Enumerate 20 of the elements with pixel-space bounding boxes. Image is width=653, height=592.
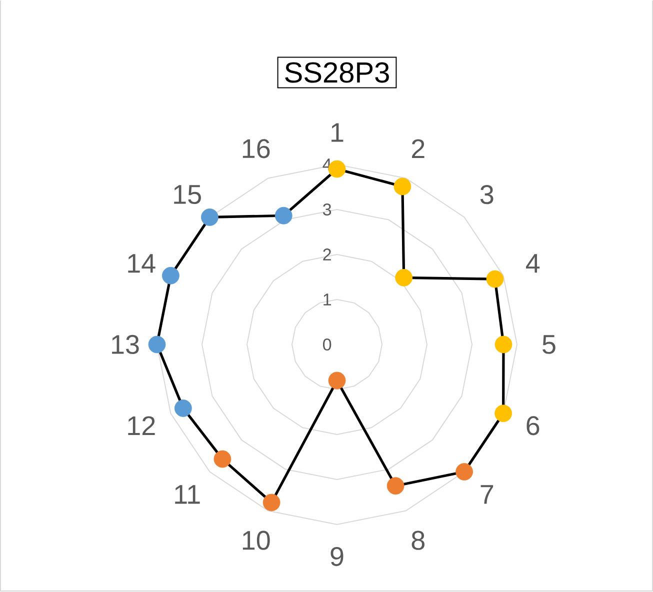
spoke-label: 5 (542, 335, 556, 354)
spoke-label: 12 (128, 416, 155, 436)
spoke-label: 4 (526, 254, 540, 273)
spoke-label: 7 (480, 485, 494, 504)
spoke-label: 14 (128, 254, 156, 273)
spoke-label: 10 (242, 531, 270, 550)
spoke-label: 6 (526, 416, 540, 436)
spoke-label: 13 (112, 335, 139, 354)
y-tick-label: 1 (324, 294, 331, 306)
spoke-label: 11 (175, 485, 200, 504)
spoke-label: 15 (174, 185, 201, 204)
spoke-label: 8 (412, 531, 424, 550)
y-tick-label: 3 (322, 204, 332, 216)
spoke-label: 2 (412, 139, 424, 158)
spoke-label: 16 (242, 139, 270, 158)
y-tick-label: 2 (323, 248, 331, 261)
chart-title: SS28P3 (285, 62, 389, 84)
spoke-label: 9 (330, 547, 344, 566)
spoke-label: 3 (480, 185, 494, 204)
y-tick-label: 0 (323, 338, 332, 351)
